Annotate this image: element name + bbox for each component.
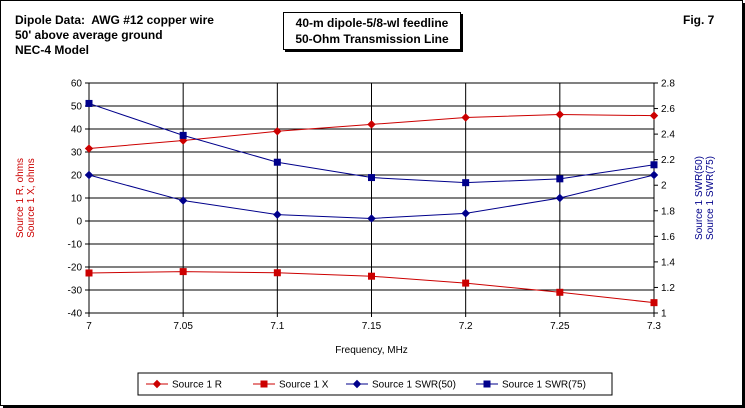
data-point-source-1-r xyxy=(461,113,470,122)
data-point-source-1-r xyxy=(555,110,565,119)
data-point-source-1-swr-50 xyxy=(178,196,188,205)
data-point-source-1-swr-75 xyxy=(368,174,375,182)
y-tick-label-right: 1.6 xyxy=(661,232,675,243)
data-point-source-1-x xyxy=(462,279,470,287)
x-tick-label: 7.3 xyxy=(647,321,661,332)
x-axis-title: Frequency, MHz xyxy=(335,345,408,356)
y-axis-title-right-line: Source 1 SWR(75) xyxy=(705,156,716,240)
data-point-source-1-swr-75 xyxy=(179,131,187,139)
legend-label: Source 1 SWR(75) xyxy=(502,380,586,391)
data-point-source-1-swr-75 xyxy=(462,179,470,187)
x-tick-label: 7.2 xyxy=(459,321,473,332)
y-tick-label-left: 10 xyxy=(71,194,83,205)
data-point-source-1-swr-75 xyxy=(273,158,281,166)
y-tick-label-left: 40 xyxy=(71,125,83,136)
y-tick-label-right: 2.6 xyxy=(661,104,675,115)
y-tick-label-left: -20 xyxy=(68,263,83,274)
y-axis-title-right-line: Source 1 SWR(50) xyxy=(694,156,705,240)
chart-title: 40-m dipole-5/8-wl feedline 50-Ohm Trans… xyxy=(283,12,461,50)
data-point-source-1-swr-50 xyxy=(555,193,565,203)
y-tick-label-right: 2.2 xyxy=(661,155,675,166)
data-point-source-1-x xyxy=(179,268,187,276)
x-tick-label: 7.15 xyxy=(362,321,382,332)
data-point-source-1-swr-50 xyxy=(649,170,659,180)
y-tick-label-right: 2.4 xyxy=(661,130,675,141)
x-tick-label: 7.1 xyxy=(270,321,284,332)
data-point-source-1-x xyxy=(556,288,564,296)
y-tick-label-left: -30 xyxy=(68,286,83,297)
data-point-source-1-swr-50 xyxy=(367,214,376,223)
figure-label: Fig. 7 xyxy=(683,13,715,27)
y-tick-label-left: 30 xyxy=(71,148,83,159)
x-tick-label: 7 xyxy=(86,321,92,332)
legend-marker xyxy=(352,379,362,389)
data-point-source-1-r xyxy=(649,111,659,120)
data-point-source-1-swr-75 xyxy=(556,175,564,183)
data-point-source-1-x xyxy=(273,269,281,277)
y-tick-label-right: 2.8 xyxy=(661,79,675,90)
header-line-1: Dipole Data: AWG #12 copper wire xyxy=(15,13,214,27)
data-point-source-1-swr-50 xyxy=(461,209,470,218)
data-point-source-1-r xyxy=(273,127,282,136)
y-tick-label-right: 2 xyxy=(661,181,667,192)
data-point-source-1-swr-50 xyxy=(273,210,282,219)
data-point-source-1-swr-50 xyxy=(84,170,94,180)
y-tick-label-left: 60 xyxy=(71,79,83,90)
y-axis-title-left-line: Source 1 R, ohms xyxy=(15,158,26,238)
data-point-source-1-swr-75 xyxy=(650,161,658,169)
data-point-source-1-x xyxy=(85,269,93,277)
chart-title-line-1: 40-m dipole-5/8-wl feedline xyxy=(295,16,449,30)
data-point-source-1-swr-75 xyxy=(85,99,93,107)
y-axis-title-left: Source 1 R, ohmsSource 1 X, ohms xyxy=(15,158,37,238)
legend-box xyxy=(137,372,613,396)
header-line-2: 50' above average ground xyxy=(15,28,163,42)
y-axis-title-right: Source 1 SWR(50)Source 1 SWR(75) xyxy=(694,156,716,240)
y-tick-label-right: 1.2 xyxy=(661,283,675,294)
header-line-3: NEC-4 Model xyxy=(15,43,90,57)
data-point-source-1-r xyxy=(367,120,376,129)
y-axis-title-left-line: Source 1 X, ohms xyxy=(26,158,37,237)
y-tick-label-right: 1.4 xyxy=(661,257,675,268)
x-tick-label: 7.05 xyxy=(173,321,193,332)
y-tick-label-left: -10 xyxy=(68,240,83,251)
y-tick-label-left: -40 xyxy=(68,309,83,320)
legend-marker xyxy=(260,380,268,388)
plot-border xyxy=(88,82,655,314)
x-tick-label: 7.25 xyxy=(550,321,570,332)
y-tick-label-left: 20 xyxy=(71,171,83,182)
y-tick-label-left: 50 xyxy=(71,102,83,113)
legend-label: Source 1 SWR(50) xyxy=(372,380,456,391)
legend-marker xyxy=(483,380,491,388)
legend-label: Source 1 R xyxy=(172,380,222,391)
y-tick-label-left: 0 xyxy=(76,217,82,228)
legend-marker xyxy=(152,379,162,389)
data-point-source-1-x xyxy=(368,272,375,280)
y-tick-label-right: 1 xyxy=(661,309,667,320)
y-tick-label-right: 1.8 xyxy=(661,206,675,217)
data-point-source-1-r xyxy=(84,144,94,153)
chart-title-line-2: 50-Ohm Transmission Line xyxy=(295,32,449,46)
data-point-source-1-x xyxy=(650,299,658,307)
legend-label: Source 1 X xyxy=(279,380,329,391)
